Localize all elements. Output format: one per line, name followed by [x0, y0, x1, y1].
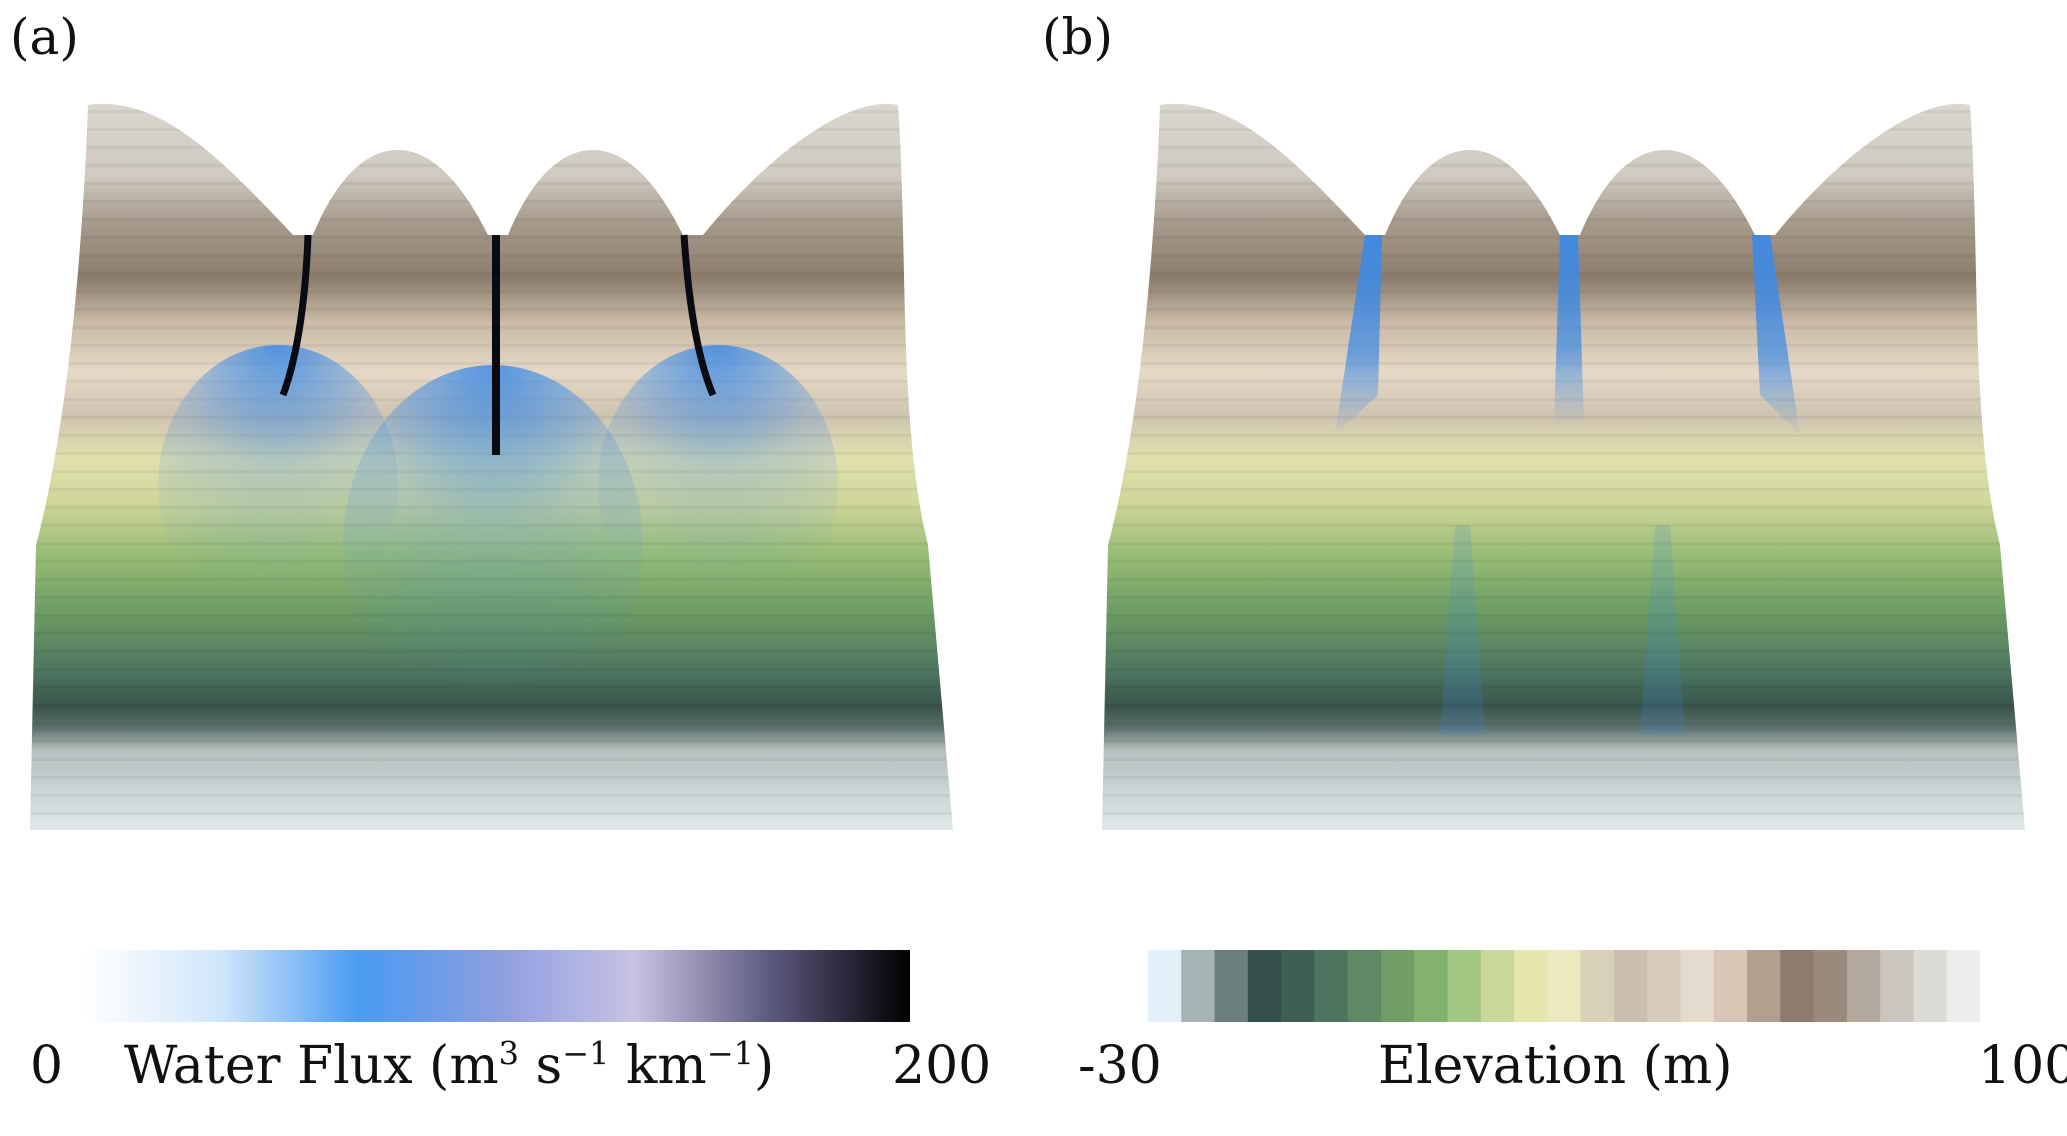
elevation-color-bin — [1846, 950, 1881, 1022]
elevation-colorbar-title: Elevation (m) — [1378, 1036, 1733, 1096]
elevation-color-bin — [1414, 950, 1449, 1022]
elevation-min-label: -30 — [1078, 1036, 1162, 1096]
elevation-color-bin — [1214, 950, 1249, 1022]
elevation-color-bin — [1780, 950, 1815, 1022]
elevation-color-bin — [1247, 950, 1282, 1022]
elevation-colorbar — [1148, 950, 1980, 1022]
elevation-color-bin — [1580, 950, 1615, 1022]
flux-min-label: 0 — [30, 1036, 64, 1096]
terrain-surface-b — [1102, 103, 2025, 830]
elevation-color-bin — [1547, 950, 1582, 1022]
elevation-color-bin — [1680, 950, 1715, 1022]
elevation-color-bin — [1447, 950, 1482, 1022]
elevation-color-bin — [1813, 950, 1848, 1022]
elevation-color-bin — [1946, 950, 1980, 1022]
water-flux-colorbar — [84, 950, 910, 1022]
flux-colorbar-title: Water Flux (m3 s−1 km−1) — [124, 1034, 775, 1096]
terrain-surface-a — [30, 103, 953, 830]
elevation-color-bin — [1647, 950, 1682, 1022]
panel-label-a: (a) — [10, 8, 79, 66]
elevation-max-label: 100 — [1978, 1036, 2067, 1096]
elevation-color-bin — [1380, 950, 1415, 1022]
elevation-color-bin — [1613, 950, 1648, 1022]
elevation-color-bin — [1713, 950, 1748, 1022]
elevation-color-bin — [1281, 950, 1315, 1022]
elevation-color-bin — [1347, 950, 1382, 1022]
elevation-color-bin — [1913, 950, 1948, 1022]
elevation-color-bin — [1148, 950, 1182, 1022]
flux-max-label: 200 — [892, 1036, 992, 1096]
elevation-color-bin — [1880, 950, 1915, 1022]
elevation-color-bin — [1181, 950, 1216, 1022]
panel-label-b: (b) — [1042, 8, 1114, 66]
elevation-color-bin — [1314, 950, 1349, 1022]
elevation-color-bin — [1747, 950, 1781, 1022]
elevation-color-bin — [1514, 950, 1548, 1022]
elevation-color-bin — [1480, 950, 1515, 1022]
